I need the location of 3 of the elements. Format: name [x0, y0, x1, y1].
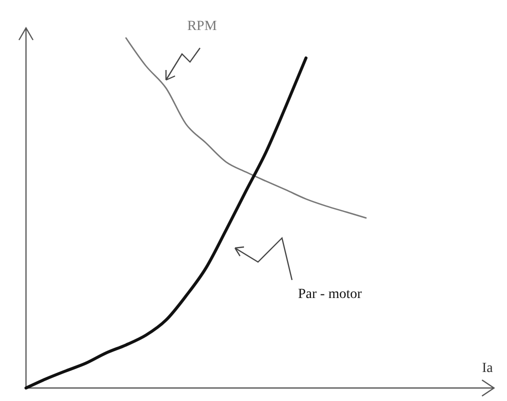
text: Par - motor: [298, 287, 362, 302]
x-axis-title: Ia: [482, 361, 494, 376]
text: RPM: [187, 19, 218, 34]
